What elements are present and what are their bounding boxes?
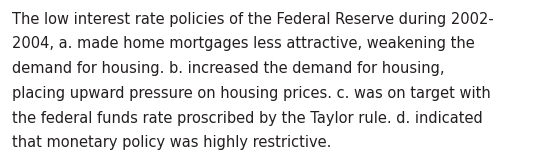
Text: The low interest rate policies of the Federal Reserve during 2002-: The low interest rate policies of the Fe…	[12, 12, 494, 27]
Text: that monetary policy was highly restrictive.: that monetary policy was highly restrict…	[12, 135, 331, 150]
Text: 2004, a. made home mortgages less attractive, weakening the: 2004, a. made home mortgages less attrac…	[12, 36, 475, 51]
Text: demand for housing. b. increased the demand for housing,: demand for housing. b. increased the dem…	[12, 61, 445, 76]
Text: the federal funds rate proscribed by the Taylor rule. d. indicated: the federal funds rate proscribed by the…	[12, 111, 483, 126]
Text: placing upward pressure on housing prices. c. was on target with: placing upward pressure on housing price…	[12, 86, 491, 101]
